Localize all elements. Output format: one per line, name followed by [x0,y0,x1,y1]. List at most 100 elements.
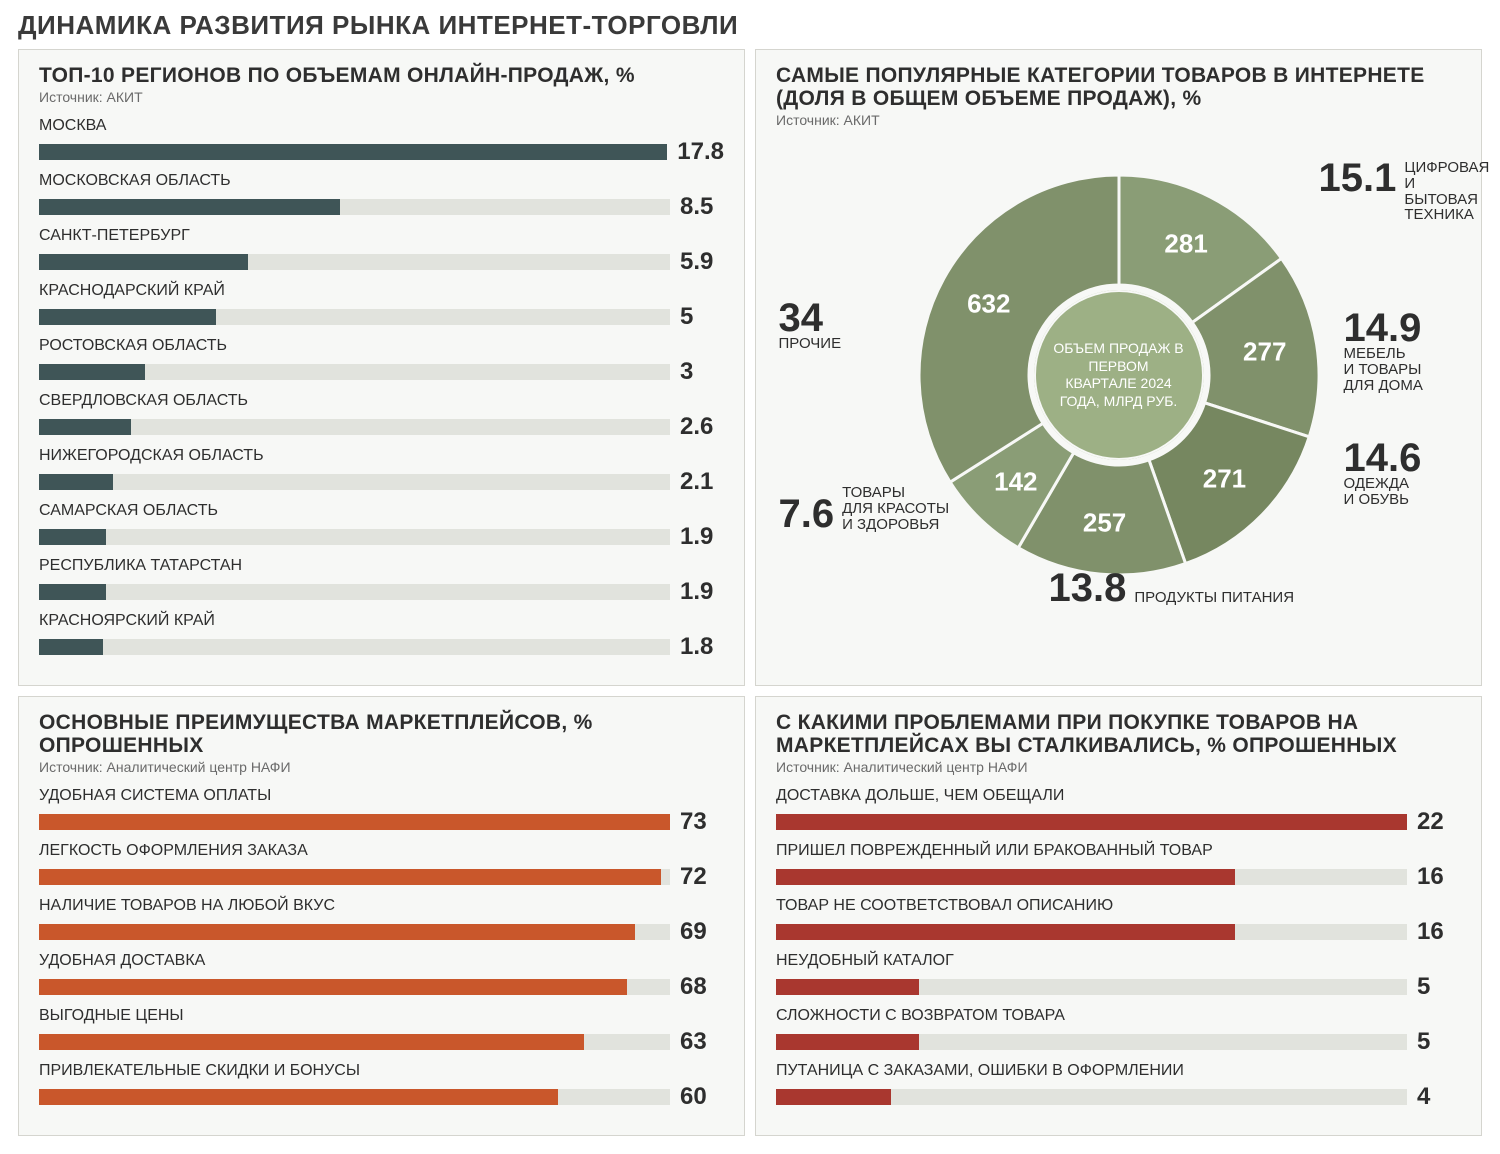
callout-pct: 14.6 [1344,440,1422,476]
bar-row: КРАСНОЯРСКИЙ КРАЙ 1.8 [39,612,724,661]
bar-track [39,924,670,940]
panel-title: ОСНОВНЫЕ ПРЕИМУЩЕСТВА МАРКЕТПЛЕЙСОВ, % О… [39,711,724,757]
bar-label: МОСКОВСКАЯ ОБЛАСТЬ [39,172,724,190]
bar-track [39,419,670,435]
bar-label: ПУТАНИЦА С ЗАКАЗАМИ, ОШИБКИ В ОФОРМЛЕНИИ [776,1062,1461,1080]
bar-row: УДОБНАЯ ДОСТАВКА 68 [39,952,724,1001]
bar-value: 4 [1417,1083,1461,1111]
bar-track [776,814,1407,830]
bar-track [39,529,670,545]
bar-value: 8.5 [680,193,724,221]
bar-track [39,254,670,270]
bar-fill [39,144,667,160]
bar-label: ПРИШЕЛ ПОВРЕЖДЕННЫЙ ИЛИ БРАКОВАННЫЙ ТОВА… [776,842,1461,860]
bar-track [39,814,670,830]
donut-center-label: ОБЪЕМ ПРОДАЖ В ПЕРВОМ КВАРТАЛЕ 2024 ГОДА… [1034,290,1204,460]
panel-source: Источник: АКИТ [776,112,1461,128]
bar-fill [39,869,661,885]
bar-value: 5 [680,303,724,331]
bar-fill [776,1034,919,1050]
callout-pct: 14.9 [1344,310,1423,346]
bar-label: СЛОЖНОСТИ С ВОЗВРАТОМ ТОВАРА [776,1007,1461,1025]
bar-label: МОСКВА [39,117,724,135]
bar-label: КРАСНОЯРСКИЙ КРАЙ [39,612,724,630]
bar-value: 68 [680,973,724,1001]
bar-value: 3 [680,358,724,386]
bar-value: 1.8 [680,633,724,661]
bar-label: КРАСНОДАРСКИЙ КРАЙ [39,282,724,300]
bar-value: 16 [1417,918,1461,946]
bar-track [39,1034,670,1050]
bar-track [39,584,670,600]
bar-value: 1.9 [680,578,724,606]
bar-fill [39,1034,584,1050]
bar-label: УДОБНАЯ СИСТЕМА ОПЛАТЫ [39,787,724,805]
bar-row: КРАСНОДАРСКИЙ КРАЙ 5 [39,282,724,331]
donut-slice-value: 277 [1243,337,1286,368]
donut-slice-value: 632 [967,288,1010,319]
bar-fill [39,419,131,435]
panel-title: САМЫЕ ПОПУЛЯРНЫЕ КАТЕГОРИИ ТОВАРОВ В ИНТ… [776,64,1461,110]
bar-chart: ДОСТАВКА ДОЛЬШЕ, ЧЕМ ОБЕЩАЛИ22ПРИШЕЛ ПОВ… [776,787,1461,1111]
bar-track [39,1089,670,1105]
callout-pct: 13.8 [1049,570,1127,606]
bar-row: НЕУДОБНЫЙ КАТАЛОГ5 [776,952,1461,1001]
bar-fill [39,309,216,325]
bar-fill [776,814,1407,830]
bar-fill [39,924,635,940]
donut-slice-value: 257 [1083,507,1126,538]
bar-fill [39,474,113,490]
bar-track [39,144,667,160]
bar-track [39,979,670,995]
bar-row: МОСКВА17.8 [39,117,724,166]
donut-callout: 14.6ОДЕЖДАИ ОБУВЬ [1344,440,1422,508]
bar-fill [776,924,1235,940]
bar-row: ВЫГОДНЫЕ ЦЕНЫ63 [39,1007,724,1056]
bar-track [39,474,670,490]
panel-regions: ТОП-10 РЕГИОНОВ ПО ОБЪЕМАМ ОНЛАЙН-ПРОДАЖ… [18,49,745,686]
panel-source: Источник: Аналитический центр НАФИ [776,759,1461,775]
bar-track [39,869,670,885]
bar-value: 2.6 [680,413,724,441]
bar-fill [776,869,1235,885]
bar-track [776,979,1407,995]
donut-chart: ОБЪЕМ ПРОДАЖ В ПЕРВОМ КВАРТАЛЕ 2024 ГОДА… [779,140,1459,610]
panel-categories: САМЫЕ ПОПУЛЯРНЫЕ КАТЕГОРИИ ТОВАРОВ В ИНТ… [755,49,1482,686]
bar-row: УДОБНАЯ СИСТЕМА ОПЛАТЫ 73 [39,787,724,836]
bar-value: 60 [680,1083,724,1111]
panel-problems: С КАКИМИ ПРОБЛЕМАМИ ПРИ ПОКУПКЕ ТОВАРОВ … [755,696,1482,1136]
bar-value: 16 [1417,863,1461,891]
bar-label: САМАРСКАЯ ОБЛАСТЬ [39,502,724,520]
panel-title: ТОП-10 РЕГИОНОВ ПО ОБЪЕМАМ ОНЛАЙН-ПРОДАЖ… [39,64,724,87]
bar-value: 1.9 [680,523,724,551]
bar-row: ПУТАНИЦА С ЗАКАЗАМИ, ОШИБКИ В ОФОРМЛЕНИИ… [776,1062,1461,1111]
bar-row: СВЕРДЛОВСКАЯ ОБЛАСТЬ 2.6 [39,392,724,441]
bar-track [776,1089,1407,1105]
bar-row: САМАРСКАЯ ОБЛАСТЬ 1.9 [39,502,724,551]
panel-title: С КАКИМИ ПРОБЛЕМАМИ ПРИ ПОКУПКЕ ТОВАРОВ … [776,711,1461,757]
bar-label: УДОБНАЯ ДОСТАВКА [39,952,724,970]
bar-row: НАЛИЧИЕ ТОВАРОВ НА ЛЮБОЙ ВКУС 69 [39,897,724,946]
bar-fill [39,254,248,270]
bar-row: ЛЕГКОСТЬ ОФОРМЛЕНИЯ ЗАКАЗА72 [39,842,724,891]
bar-label: СВЕРДЛОВСКАЯ ОБЛАСТЬ [39,392,724,410]
bar-chart: МОСКВА17.8МОСКОВСКАЯ ОБЛАСТЬ8.5САНКТ-ПЕТ… [39,117,724,661]
callout-label: ОДЕЖДАИ ОБУВЬ [1344,476,1422,508]
bar-label: НИЖЕГОРОДСКАЯ ОБЛАСТЬ [39,447,724,465]
panel-source: Источник: АКИТ [39,89,724,105]
bar-chart: УДОБНАЯ СИСТЕМА ОПЛАТЫ 73 ЛЕГКОСТЬ ОФОРМЛЕ… [39,787,724,1111]
bar-label: РЕСПУБЛИКА ТАТАРСТАН [39,557,724,575]
bar-fill [776,979,919,995]
bar-label: НАЛИЧИЕ ТОВАРОВ НА ЛЮБОЙ ВКУС [39,897,724,915]
donut-slice-value: 142 [994,466,1037,497]
bar-row: РОСТОВСКАЯ ОБЛАСТЬ3 [39,337,724,386]
bar-value: 69 [680,918,724,946]
bar-fill [39,199,340,215]
donut-callout: 14.9МЕБЕЛЬИ ТОВАРЫДЛЯ ДОМА [1344,310,1423,393]
bar-row: НИЖЕГОРОДСКАЯ ОБЛАСТЬ2.1 [39,447,724,496]
bar-track [39,199,670,215]
bar-track [39,309,670,325]
bar-fill [39,1089,558,1105]
callout-pct: 7.6 [779,496,835,532]
bar-value: 73 [680,808,724,836]
